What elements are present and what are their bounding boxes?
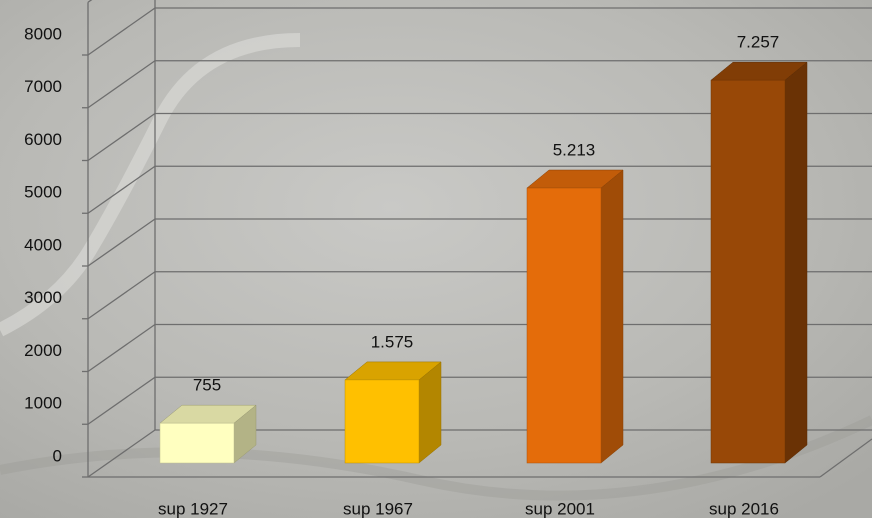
x-tick-label: sup 1967 — [343, 499, 413, 518]
value-label: 7.257 — [737, 33, 780, 52]
value-label: 1.575 — [371, 332, 414, 351]
y-tick-label: 5000 — [24, 183, 62, 202]
y-tick-label: 0 — [53, 446, 62, 465]
bar — [345, 380, 419, 463]
bar — [160, 423, 234, 463]
bar — [527, 188, 601, 463]
bar-group — [345, 362, 441, 463]
bar-group — [527, 170, 623, 463]
y-tick-label: 6000 — [24, 130, 62, 149]
chart: 0 1000 2000 3000 4000 5000 6000 7000 8000 755 sup … — [0, 0, 872, 518]
value-label: 5.213 — [553, 140, 596, 159]
bar — [711, 80, 785, 463]
y-tick-label: 2000 — [24, 341, 62, 360]
bar-side — [785, 62, 807, 463]
y-tick-label: 7000 — [24, 77, 62, 96]
bar-side — [601, 170, 623, 463]
bar-group — [160, 405, 256, 463]
y-tick-label: 4000 — [24, 235, 62, 254]
x-tick-label: sup 1927 — [158, 499, 228, 518]
y-tick-label: 3000 — [24, 288, 62, 307]
y-tick-label: 8000 — [24, 24, 62, 43]
bar-group — [711, 62, 807, 463]
x-tick-label: sup 2016 — [709, 499, 779, 518]
x-tick-label: sup 2001 — [525, 499, 595, 518]
y-tick-label: 1000 — [24, 394, 62, 413]
value-label: 755 — [193, 376, 221, 395]
